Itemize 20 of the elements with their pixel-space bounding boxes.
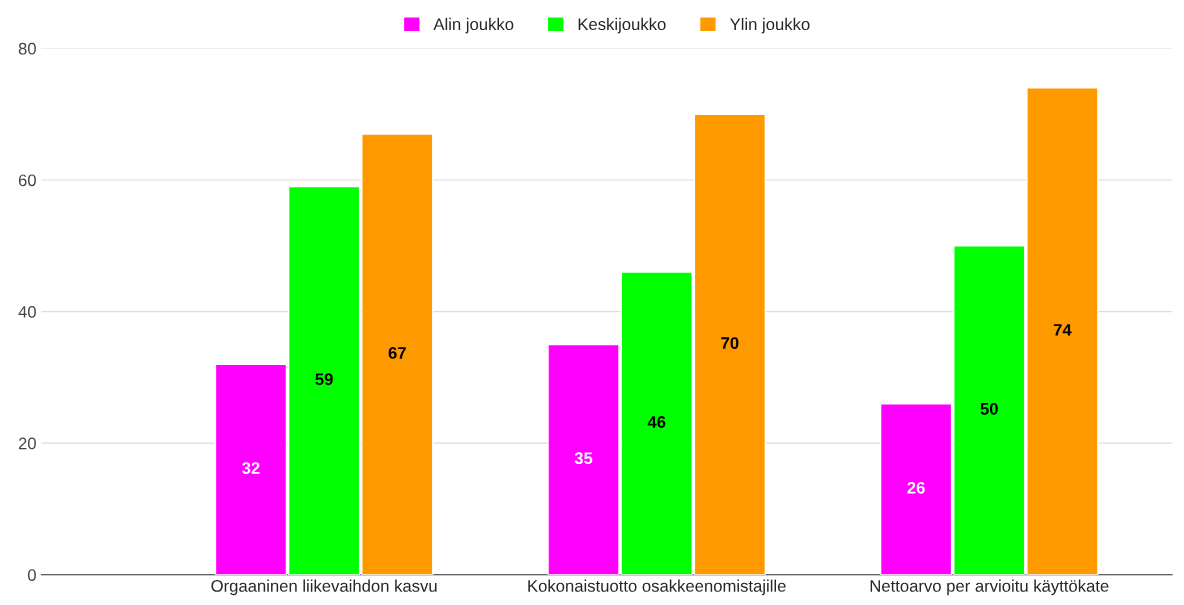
y-tick-label: 40 bbox=[18, 305, 36, 318]
legend-label: Keskijoukko bbox=[578, 17, 666, 34]
y-tick-label: 80 bbox=[18, 42, 36, 55]
data-label: 70 bbox=[721, 337, 739, 349]
y-tick-label: 20 bbox=[18, 437, 36, 450]
y-tick-label: 60 bbox=[18, 174, 36, 187]
y-tick-label: 0 bbox=[27, 569, 36, 581]
data-label: 46 bbox=[647, 416, 666, 428]
x-tick-label: Kokonaistuotto osakkeenomistajille bbox=[528, 579, 786, 596]
x-tick-label: Orgaaninen liikevaihdon kasvu bbox=[211, 579, 437, 596]
data-label: 74 bbox=[1053, 324, 1072, 336]
legend-label: Alin joukko bbox=[433, 17, 514, 34]
x-tick-label: Nettoarvo per arvioitu käyttökate bbox=[870, 579, 1109, 596]
data-label: 50 bbox=[980, 402, 998, 415]
data-label: 67 bbox=[388, 347, 406, 359]
data-label: 32 bbox=[242, 462, 260, 474]
legend-label: Ylin joukko bbox=[729, 17, 810, 34]
data-label: 59 bbox=[315, 373, 333, 386]
data-label: 35 bbox=[574, 452, 593, 465]
data-label: 26 bbox=[907, 481, 925, 494]
